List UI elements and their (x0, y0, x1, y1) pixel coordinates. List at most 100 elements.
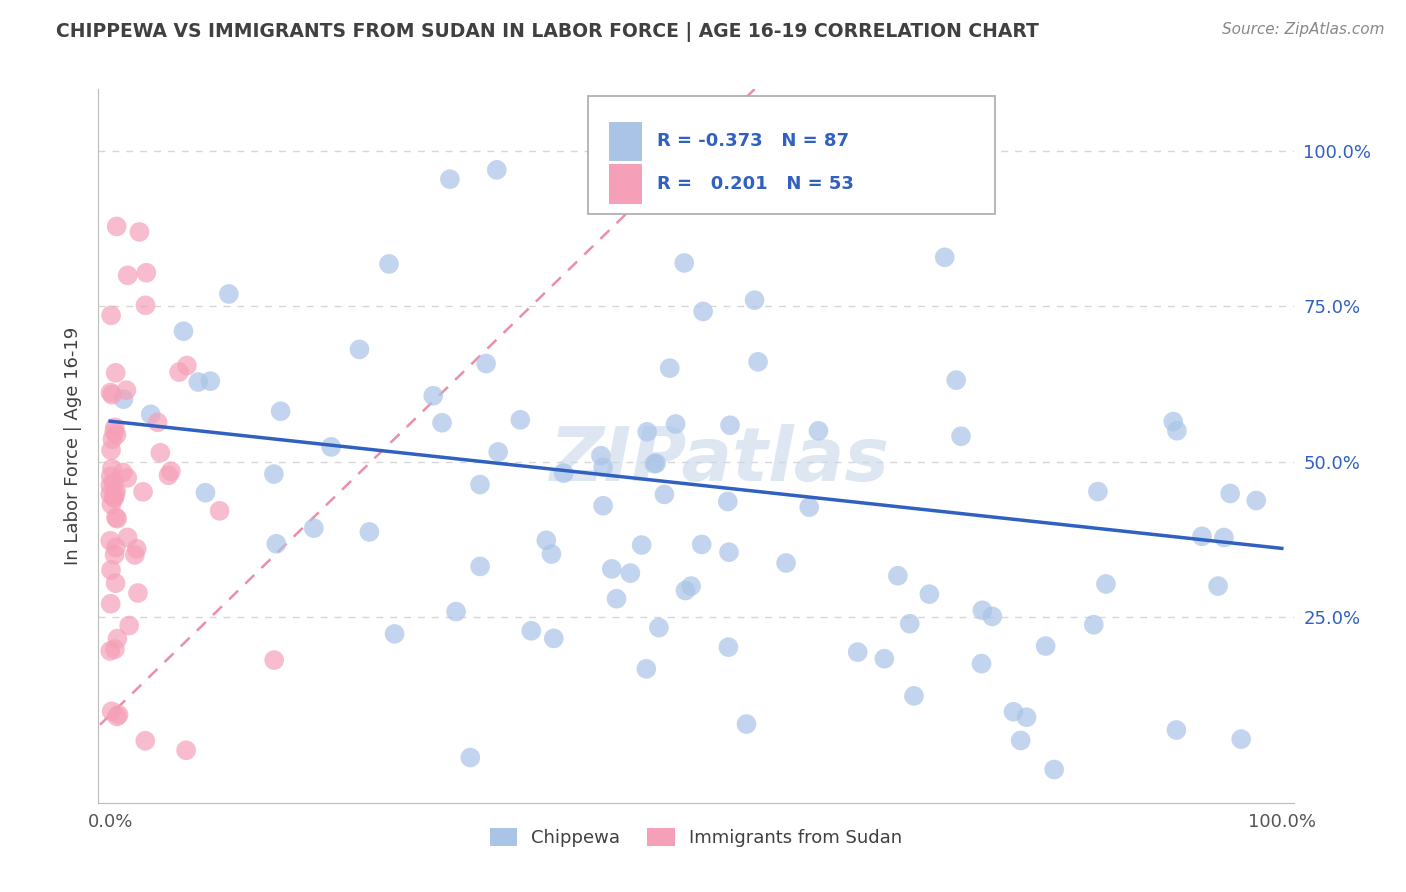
Point (107, 707, 129, 722)
Point (125, 541, 148, 556)
Point (117, 268, 139, 283)
Point (103, 475, 125, 490)
Point (104, 483, 127, 498)
Point (536, 533, 558, 548)
Point (100, 704, 122, 718)
Point (1166, 424, 1188, 438)
Point (101, 432, 124, 446)
Point (302, 521, 325, 535)
Point (105, 709, 128, 723)
Point (665, 417, 688, 431)
Point (218, 287, 240, 301)
Point (194, 485, 217, 500)
Point (128, 225, 150, 239)
Point (103, 548, 125, 562)
Point (112, 392, 135, 407)
Text: R = -0.373   N = 87: R = -0.373 N = 87 (657, 132, 849, 150)
Point (540, 547, 562, 561)
Point (104, 366, 127, 380)
Point (1206, 579, 1229, 593)
Point (690, 537, 713, 551)
Point (592, 499, 614, 513)
Point (117, 471, 139, 485)
Point (735, 717, 758, 731)
Point (439, 172, 461, 186)
Point (673, 256, 696, 270)
Point (520, 624, 543, 638)
Point (887, 568, 910, 582)
Point (270, 404, 292, 418)
Point (645, 456, 668, 470)
Point (934, 250, 956, 264)
Point (104, 541, 127, 555)
Point (100, 443, 122, 458)
Point (460, 750, 482, 764)
Point (485, 162, 508, 177)
Point (1002, 705, 1025, 719)
Point (127, 586, 149, 600)
Point (692, 304, 714, 318)
Point (359, 524, 381, 539)
Text: Source: ZipAtlas.com: Source: ZipAtlas.com (1222, 22, 1385, 37)
Point (673, 583, 696, 598)
Point (654, 487, 676, 501)
Point (176, 359, 198, 373)
Point (149, 446, 172, 460)
Point (115, 383, 138, 397)
Point (918, 587, 941, 601)
Point (486, 445, 509, 459)
Point (100, 308, 122, 322)
Point (970, 657, 993, 671)
Point (422, 389, 444, 403)
Point (468, 559, 491, 574)
Point (135, 266, 157, 280)
Point (475, 356, 498, 370)
Point (600, 562, 623, 576)
Point (103, 491, 125, 506)
Point (643, 457, 665, 471)
Point (105, 219, 128, 234)
FancyBboxPatch shape (609, 121, 643, 161)
Point (98, 644, 121, 658)
Point (744, 293, 766, 308)
Point (378, 257, 401, 271)
Point (605, 591, 627, 606)
Text: R =   0.201   N = 53: R = 0.201 N = 53 (657, 175, 853, 193)
Point (1015, 710, 1038, 724)
Point (349, 343, 371, 357)
Point (139, 408, 162, 422)
Point (1166, 723, 1188, 737)
Point (263, 653, 285, 667)
Point (266, 537, 288, 551)
Point (1246, 493, 1268, 508)
Point (132, 484, 155, 499)
Point (648, 621, 671, 635)
Point (589, 449, 612, 463)
Point (172, 324, 194, 338)
Point (146, 415, 169, 429)
Point (100, 597, 122, 611)
Point (1087, 484, 1109, 499)
Point (384, 627, 406, 641)
Point (1191, 529, 1213, 543)
Point (775, 556, 797, 570)
Point (1035, 639, 1057, 653)
Text: CHIPPEWA VS IMMIGRANTS FROM SUDAN IN LABOR FORCE | AGE 16-19 CORRELATION CHART: CHIPPEWA VS IMMIGRANTS FROM SUDAN IN LAB… (56, 22, 1039, 42)
Point (1010, 733, 1032, 747)
Point (1095, 577, 1118, 591)
Point (100, 563, 122, 577)
Point (873, 651, 896, 665)
Point (619, 566, 641, 581)
Point (543, 632, 565, 646)
Point (747, 355, 769, 369)
Point (124, 548, 146, 562)
Point (104, 576, 127, 591)
Point (117, 530, 139, 544)
Point (630, 538, 652, 552)
Point (263, 467, 285, 481)
Point (187, 375, 209, 389)
Point (981, 609, 1004, 624)
Point (98, 487, 121, 501)
Point (903, 689, 925, 703)
Point (104, 510, 127, 524)
